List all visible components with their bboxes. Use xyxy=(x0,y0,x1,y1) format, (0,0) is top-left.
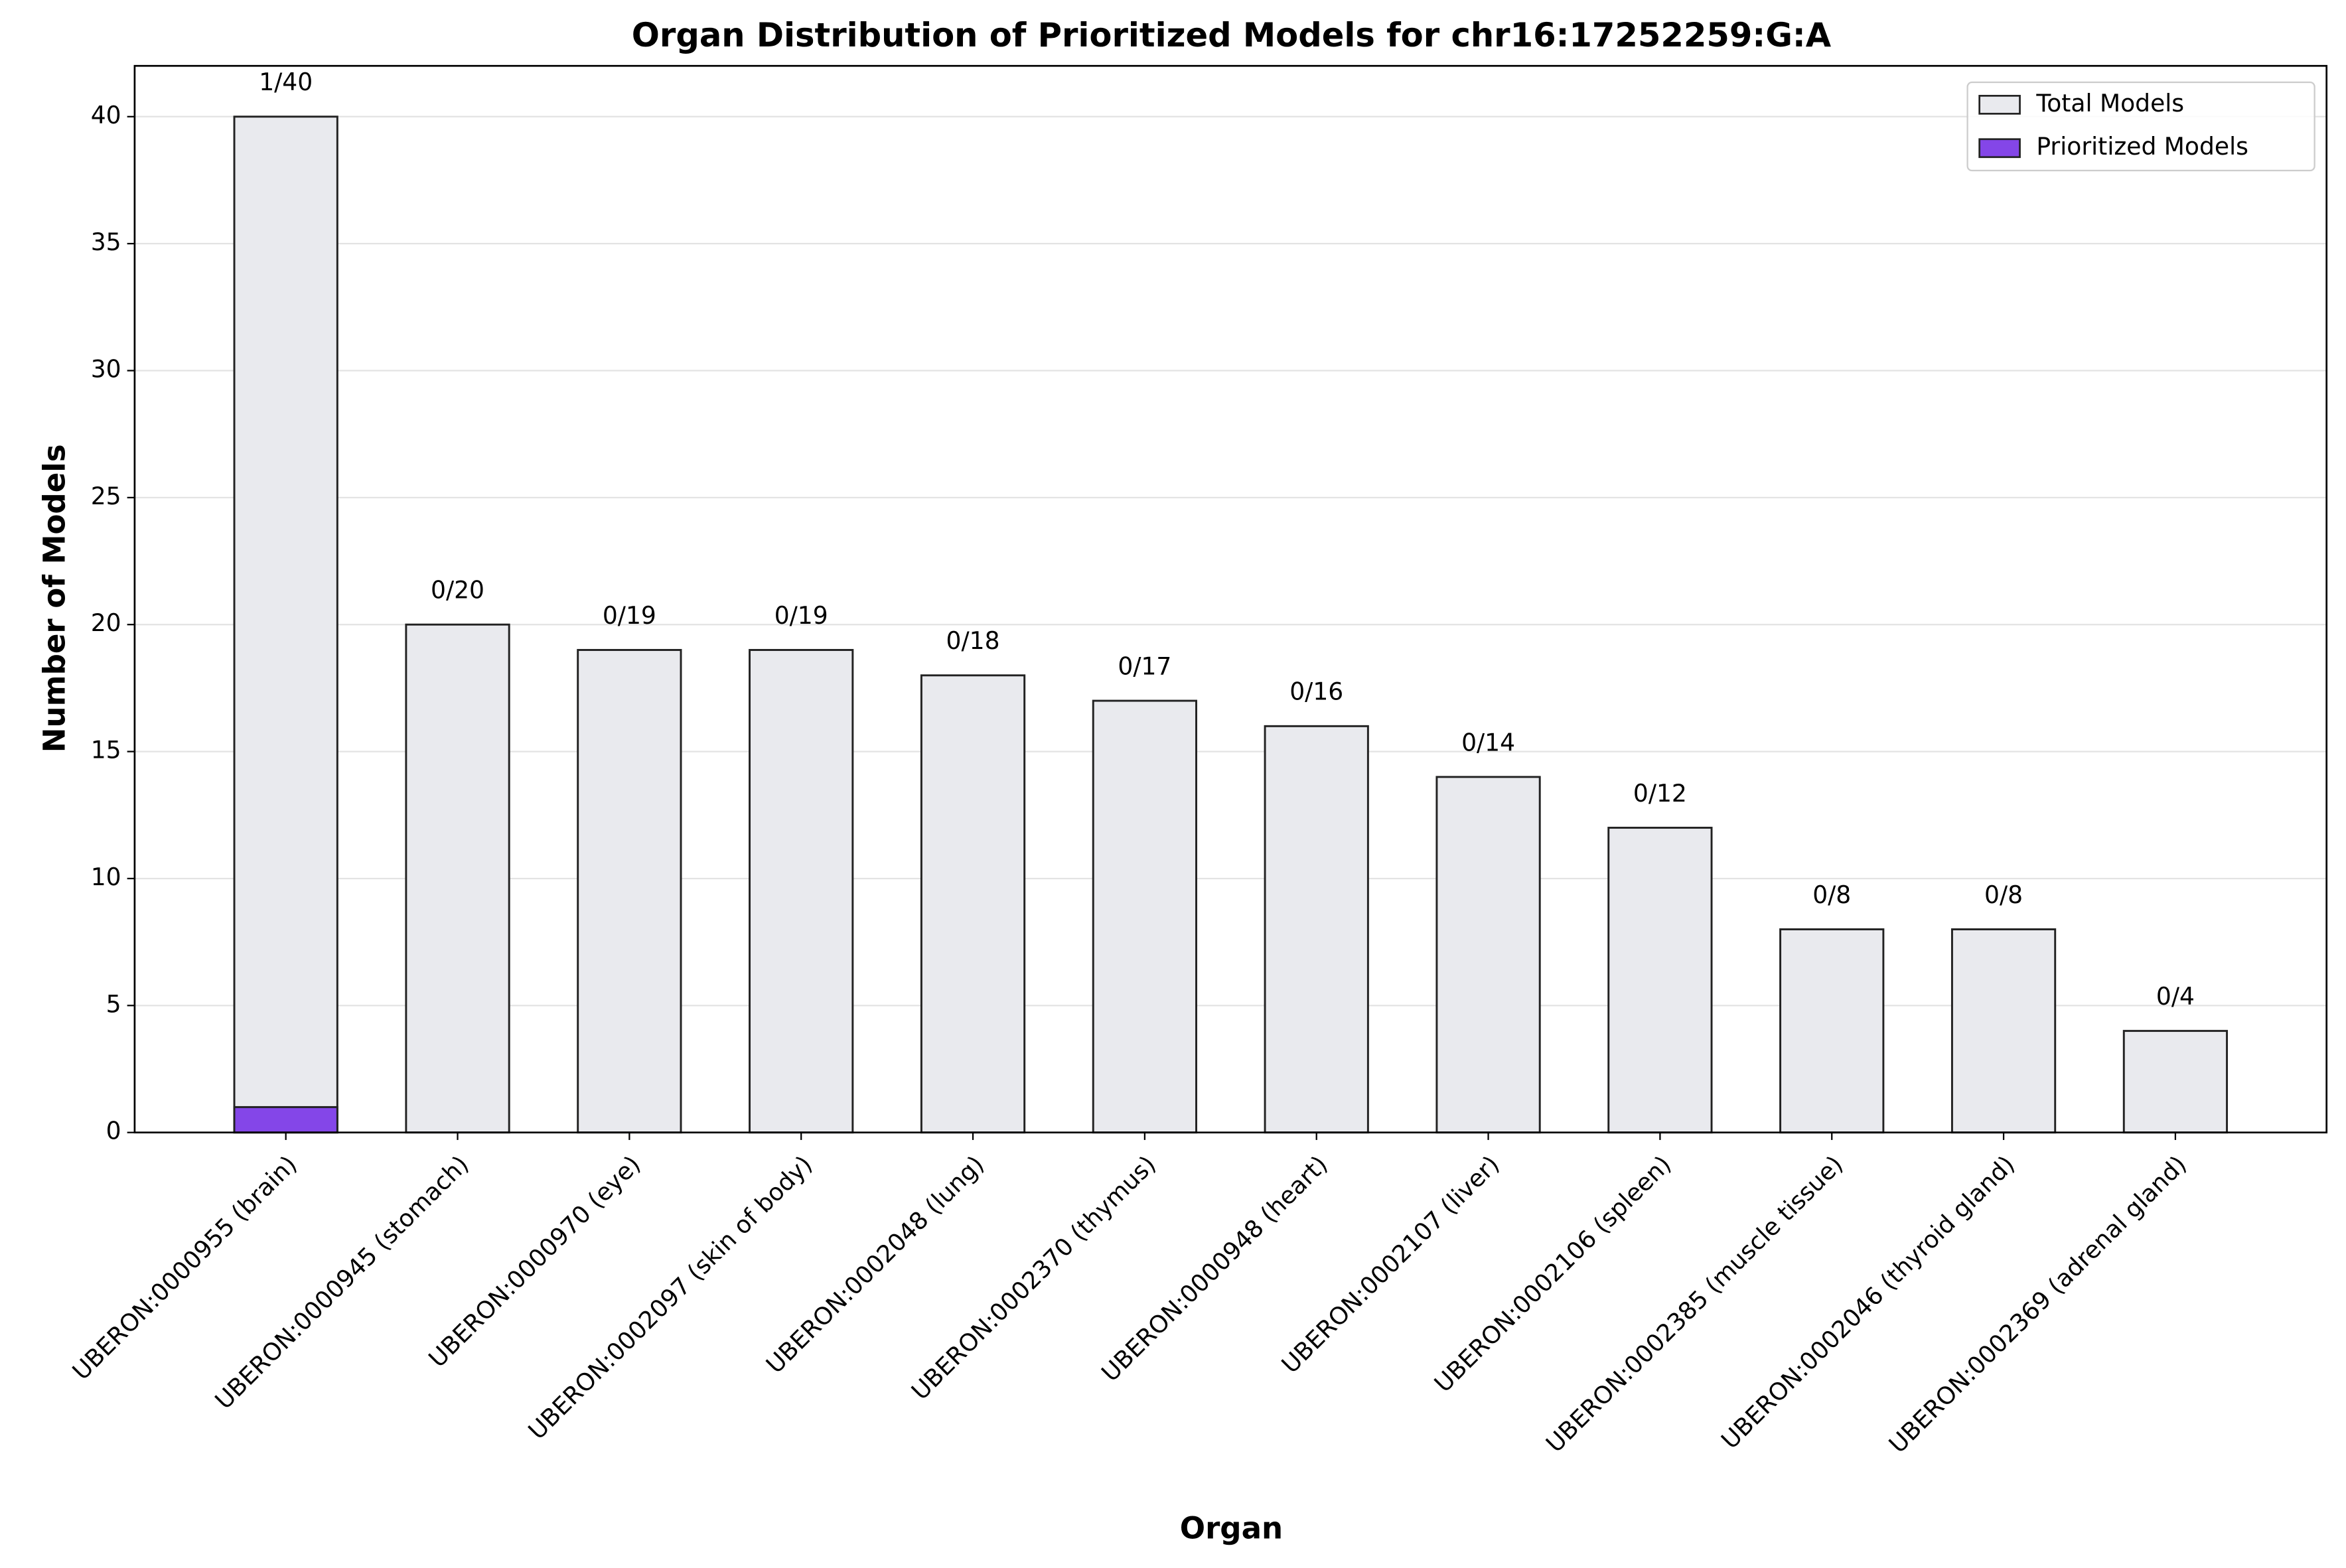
plot-frame xyxy=(133,64,2328,1134)
bar xyxy=(1607,826,1713,1134)
y-tick-label: 10 xyxy=(91,863,121,891)
y-tick-label: 15 xyxy=(91,737,121,764)
legend-swatch xyxy=(1978,94,2021,115)
y-tick-label: 5 xyxy=(106,990,121,1018)
legend-label: Total Models xyxy=(2035,90,2184,117)
bar xyxy=(233,1105,338,1134)
value-label: 0/12 xyxy=(1633,780,1687,808)
y-axis-label: Number of Models xyxy=(37,444,72,752)
bar xyxy=(577,649,682,1134)
y-tick-label: 40 xyxy=(91,102,121,129)
value-label: 0/14 xyxy=(1461,729,1515,756)
bar xyxy=(1092,699,1197,1134)
value-label: 0/8 xyxy=(1984,881,2023,909)
value-label: 0/19 xyxy=(603,602,656,630)
value-label: 0/18 xyxy=(946,627,1000,655)
legend-swatch xyxy=(1978,138,2021,159)
value-label: 0/8 xyxy=(1812,881,1851,909)
legend: Total Models Prioritized Models xyxy=(1966,81,2315,172)
bar xyxy=(233,115,338,1134)
bar xyxy=(1435,776,1541,1134)
value-label: 0/4 xyxy=(2156,983,2195,1011)
bar xyxy=(2122,1030,2229,1134)
bar xyxy=(405,623,510,1134)
bar xyxy=(1264,725,1369,1134)
bar xyxy=(749,649,854,1134)
bar xyxy=(1779,928,1885,1134)
bar xyxy=(920,674,1026,1134)
value-label: 0/16 xyxy=(1289,678,1343,706)
y-tick-label: 20 xyxy=(91,609,121,637)
y-tick-label: 35 xyxy=(91,228,121,256)
value-label: 0/17 xyxy=(1118,652,1171,680)
y-tick-label: 30 xyxy=(91,356,121,384)
bar xyxy=(1950,928,2057,1134)
legend-label: Prioritized Models xyxy=(2036,133,2248,161)
legend-box xyxy=(1966,81,2315,172)
value-label: 0/20 xyxy=(431,577,484,605)
chart-title: Organ Distribution of Prioritized Models… xyxy=(632,16,1832,54)
value-label: 0/19 xyxy=(774,602,828,630)
y-tick-label: 0 xyxy=(106,1117,121,1145)
y-tick-label: 25 xyxy=(91,482,121,510)
value-label: 1/40 xyxy=(259,68,313,96)
x-axis-label: Organ xyxy=(1180,1510,1283,1545)
